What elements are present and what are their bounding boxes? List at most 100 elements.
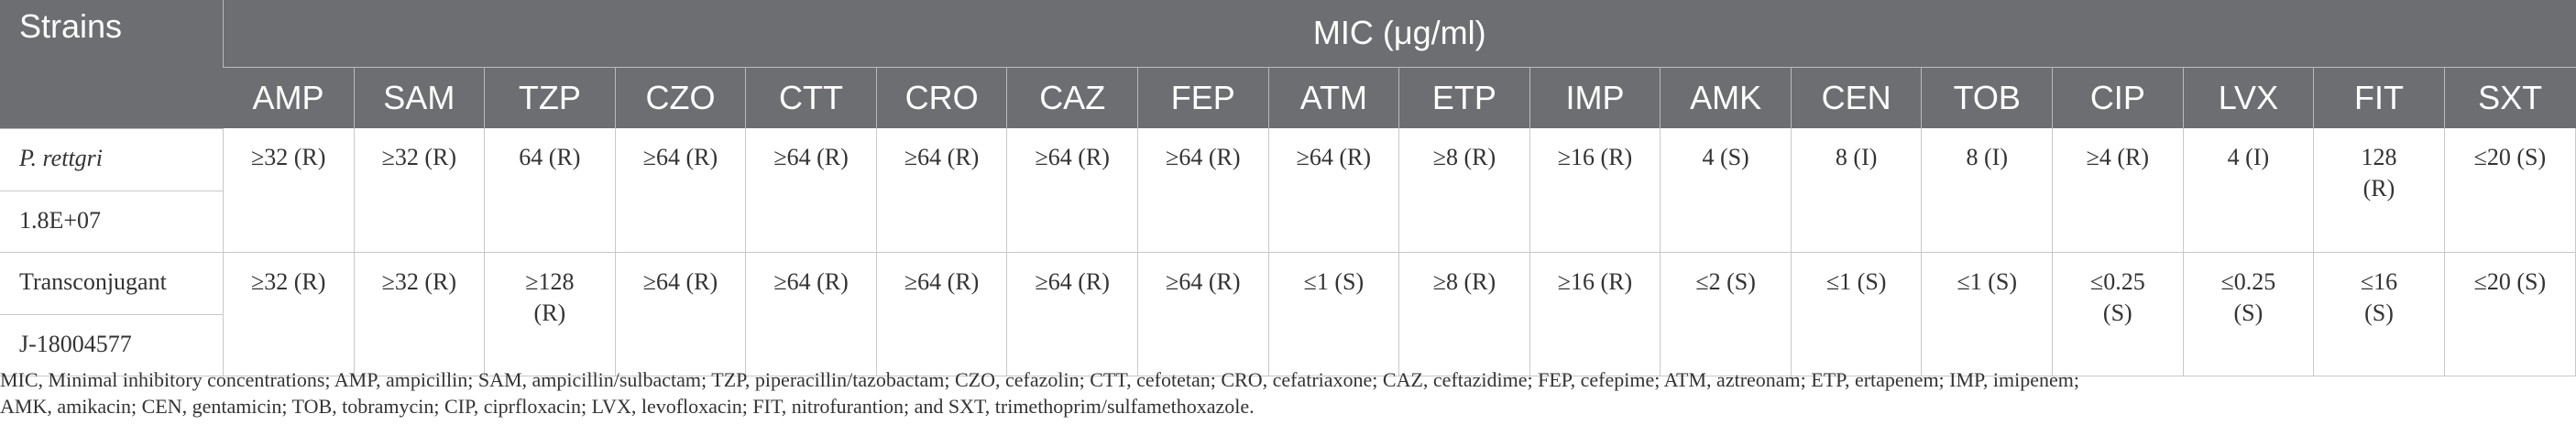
mic-value-cell: ≤0.25 (S) <box>2182 252 2314 376</box>
mic-value-text: ≥128 <box>525 267 575 295</box>
mic-value-cell: ≤16 (S) <box>2313 252 2445 376</box>
mic-value-text: (S) <box>2102 299 2132 326</box>
column-header-cro: CRO <box>875 67 1007 128</box>
strains-header: Strains <box>0 0 224 129</box>
column-header-fit: FIT <box>2313 67 2445 128</box>
mic-value-cell: 4 (S) <box>1660 128 1792 253</box>
column-header-amp: AMP <box>223 67 355 128</box>
mic-value-text: 128 <box>2361 144 2397 170</box>
mic-value-cell: ≥64 (R) <box>1136 252 1269 376</box>
mic-value-text: (S) <box>2233 299 2264 326</box>
mic-value-text: ≤0.25 <box>2220 267 2276 295</box>
table-row: Transconjugant J-18004577 ≥32 (R) ≥32 (R) ≥1… <box>0 252 2576 376</box>
mic-value-cell: ≥64 (R) <box>745 252 877 376</box>
mic-value-text: ≤2 (S) <box>1695 267 1756 295</box>
mic-value-text: ≤1 (S) <box>1303 267 1365 295</box>
mic-value-text: 8 (I) <box>1835 144 1878 170</box>
mic-value-cell: ≥128 (R) <box>484 252 616 376</box>
mic-value-cell: ≥64 (R) <box>745 128 877 253</box>
column-header-fep: FEP <box>1136 67 1269 128</box>
mic-value-cell: ≥16 (R) <box>1529 252 1661 376</box>
mic-value-text: ≥64 (R) <box>773 144 849 170</box>
mic-value-text: ≥4 (R) <box>2086 144 2150 170</box>
mic-value-cell: ≤2 (S) <box>1660 252 1792 376</box>
mic-value-text: ≥64 (R) <box>642 144 718 170</box>
column-header-imp: IMP <box>1529 67 1661 128</box>
mic-value-cell: 8 (I) <box>1790 128 1922 253</box>
mic-value-cell: ≤1 (S) <box>1921 252 2053 376</box>
mic-value-cell: ≥64 (R) <box>1136 128 1269 253</box>
strain-name: Transconjugant <box>0 253 223 315</box>
mic-value-cell: 4 (I) <box>2182 128 2314 253</box>
mic-value-cell: ≥4 (R) <box>2052 128 2184 253</box>
mic-value-text: ≥64 (R) <box>1166 267 1241 295</box>
column-header-etp: ETP <box>1398 67 1530 128</box>
column-header-caz: CAZ <box>1006 67 1138 128</box>
mic-value-text: ≤20 (S) <box>2473 144 2547 170</box>
mic-value-cell: ≥32 (R) <box>353 252 485 376</box>
strain-cell: P. rettgri 1.8E+07 <box>0 128 224 253</box>
mic-value-text: ≥64 (R) <box>1035 267 1110 295</box>
mic-value-text: ≤20 (S) <box>2473 267 2547 295</box>
mic-value-cell: ≤20 (S) <box>2443 128 2576 253</box>
mic-value-cell: ≤0.25 (S) <box>2052 252 2184 376</box>
column-header-sxt: SXT <box>2443 67 2576 128</box>
strain-cell: Transconjugant J-18004577 <box>0 252 224 376</box>
mic-value-text: ≤0.25 <box>2089 267 2145 295</box>
mic-value-text: ≥8 (R) <box>1432 267 1496 295</box>
mic-value-cell: ≥64 (R) <box>875 252 1007 376</box>
mic-value-text: ≥8 (R) <box>1432 144 1496 170</box>
mic-value-cell: 8 (I) <box>1921 128 2053 253</box>
mic-value-text: ≥64 (R) <box>642 267 718 295</box>
mic-value-text: ≥64 (R) <box>1035 144 1110 170</box>
mic-header: MIC (μg/ml) <box>222 0 2576 68</box>
mic-value-text: ≥64 (R) <box>1166 144 1241 170</box>
mic-value-cell: ≥32 (R) <box>222 128 355 253</box>
column-header-cen: CEN <box>1790 67 1922 128</box>
mic-value-text: ≤1 (S) <box>1825 267 1887 295</box>
mic-value-cell: ≥8 (R) <box>1398 252 1530 376</box>
mic-value-text: (R) <box>2362 175 2395 202</box>
mic-value-text: ≤16 <box>2360 267 2398 295</box>
mic-value-text: 4 (S) <box>1702 144 1749 170</box>
mic-value-text: ≥32 (R) <box>381 144 457 170</box>
mic-value-text: ≥64 (R) <box>904 267 980 295</box>
mic-table: Strains MIC (μg/ml) AMP SAM TZP CZO CTT CRO CA… <box>0 0 2576 376</box>
mic-value-text: ≥64 (R) <box>904 144 980 170</box>
mic-value-text: (R) <box>533 299 566 326</box>
mic-value-cell: ≥64 (R) <box>614 128 746 253</box>
mic-value-cell: ≥64 (R) <box>614 252 746 376</box>
mic-value-text: 64 (R) <box>519 144 581 170</box>
mic-value-cell: ≥32 (R) <box>222 252 355 376</box>
mic-value-text: ≥16 (R) <box>1557 267 1633 295</box>
footnote-line-2: AMK, amikacin; CEN, gentamicin; TOB, tob… <box>0 395 1255 418</box>
column-header-ctt: CTT <box>745 67 877 128</box>
mic-value-text: (S) <box>2364 299 2394 326</box>
column-header-czo: CZO <box>614 67 746 128</box>
mic-value-text: ≤1 (S) <box>1957 267 2018 295</box>
column-header-tzp: TZP <box>484 67 616 128</box>
mic-value-cell: ≥64 (R) <box>1267 128 1399 253</box>
mic-value-text: ≥32 (R) <box>381 267 457 295</box>
footnote-line-1: MIC, Minimal inhibitory concentrations; … <box>0 368 2079 391</box>
strain-name: P. rettgri <box>0 129 223 191</box>
table-row: P. rettgri 1.8E+07 ≥32 (R) ≥32 (R) 64 (R) ≥64… <box>0 128 2576 253</box>
strain-id: 1.8E+07 <box>19 206 102 234</box>
mic-value-cell: ≤1 (S) <box>1790 252 1922 376</box>
mic-value-text: ≥16 (R) <box>1557 144 1633 170</box>
mic-value-cell: ≥64 (R) <box>875 128 1007 253</box>
mic-value-cell: ≥64 (R) <box>1006 252 1138 376</box>
mic-value-cell: ≥32 (R) <box>353 128 485 253</box>
strain-id: J-18004577 <box>19 330 132 357</box>
mic-value-text: ≥32 (R) <box>251 267 326 295</box>
column-header-lvx: LVX <box>2182 67 2314 128</box>
mic-value-cell: ≥8 (R) <box>1398 128 1530 253</box>
mic-value-cell: 64 (R) <box>484 128 616 253</box>
mic-value-text: 4 (I) <box>2227 144 2270 170</box>
mic-value-text: 8 (I) <box>1966 144 2008 170</box>
mic-value-cell: 128 (R) <box>2313 128 2445 253</box>
column-header-tob: TOB <box>1921 67 2053 128</box>
column-header-cip: CIP <box>2052 67 2184 128</box>
column-header-sam: SAM <box>353 67 485 128</box>
mic-value-cell: ≤20 (S) <box>2443 252 2576 376</box>
